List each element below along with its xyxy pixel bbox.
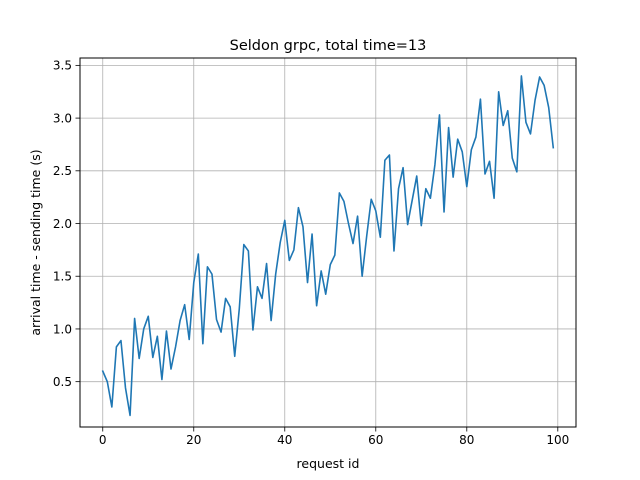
grid-lines (80, 58, 576, 427)
x-tick-label: 40 (277, 433, 292, 447)
y-tick-label: 1.5 (53, 270, 72, 284)
y-tick-label: 0.5 (53, 375, 72, 389)
y-tick-label: 3.0 (53, 111, 72, 125)
x-axis-label: request id (297, 456, 360, 471)
y-tick-label: 1.0 (53, 322, 72, 336)
x-tick-label: 60 (368, 433, 383, 447)
series-layer (101, 75, 555, 417)
x-tick-label: 80 (459, 433, 474, 447)
y-axis-label: arrival time - sending time (s) (28, 149, 43, 335)
x-tick-label: 20 (186, 433, 201, 447)
y-tick-label: 3.5 (53, 59, 72, 73)
y-tick-label: 2.0 (53, 217, 72, 231)
plot-frame (79, 57, 577, 428)
y-tick-label: 2.5 (53, 164, 72, 178)
x-tick-label: 100 (546, 433, 569, 447)
tick-layer: 0 20 40 60 80 100 0.5 1.0 1.5 2.0 2.5 3.0 3.5 (53, 59, 569, 447)
series-line (101, 75, 555, 417)
chart-title: Seldon grpc, total time=13 (230, 38, 427, 54)
x-tick-label: 0 (99, 433, 107, 447)
